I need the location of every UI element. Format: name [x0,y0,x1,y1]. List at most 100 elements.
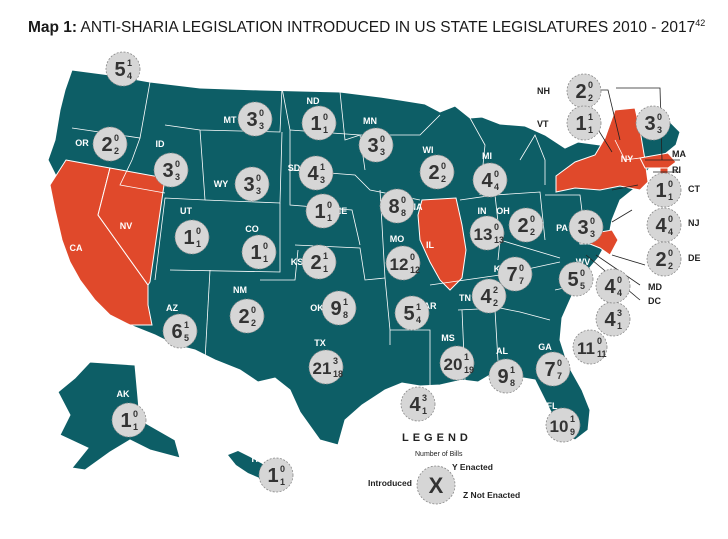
state-label-ok: OK [310,303,324,313]
badge-introduced: 4 [307,163,319,185]
badge-introduced: 4 [409,394,421,416]
map-title-text: ANTI-SHARIA LEGISLATION INTRODUCED IN US… [80,19,696,37]
state-shape-il [417,197,467,291]
badge-enacted: 0 [590,216,595,226]
state-label-al: AL [496,346,508,356]
state-badge-tx: 21 3 18 [308,349,344,385]
badge-introduced: 1 [655,180,666,202]
badge-introduced: 1 [183,227,194,249]
badge-not-enacted: 4 [617,288,622,298]
badge-circle [566,105,602,141]
badge-not-enacted: 2 [441,174,446,184]
state-badge-co: 1 01 [241,234,277,270]
badge-not-enacted: 1 [133,422,138,432]
badge-not-enacted: 3 [259,121,264,131]
badge-circle [646,207,682,243]
badge-circle [358,127,394,163]
state-label-ak: AK [117,389,130,399]
badge-circle [572,329,608,365]
state-badge-al: 9 1 8 [488,358,524,394]
mainland-us [47,69,681,446]
badge-not-enacted: 4 [127,71,132,81]
badge-introduced: 1 [310,113,321,135]
badge-not-enacted: 4 [668,227,673,237]
state-badge-vt: 1 11 [566,105,602,141]
state-badge-nh: 2 02 [566,73,602,109]
badge-enacted: 0 [617,275,622,285]
state-label-mi: MI [482,151,492,161]
legend-title: LEGEND [402,432,472,444]
badge-introduced: 12 [390,255,409,274]
badge-circle [105,51,141,87]
map-title: Map 1: ANTI-SHARIA LEGISLATION INTRODUCE… [28,18,705,37]
legend-badge: X [416,465,456,505]
badge-circle [488,358,524,394]
badge-introduced: 4 [604,276,616,298]
badge-circle [568,209,604,245]
badge-circle [595,268,631,304]
state-badge-wa: 5 1 4 [105,51,141,87]
badge-introduced: 2 [575,81,586,103]
badge-circle [535,351,571,387]
badge-circle [298,155,334,191]
badge-not-enacted: 1 [327,213,332,223]
state-badge-mo: 12 012 [385,245,421,281]
badge-enacted: 0 [657,112,662,122]
badge-introduced: 3 [162,160,173,182]
badge-enacted: 1 [570,414,575,424]
state-badge-mn: 3 03 [358,127,394,163]
badge-enacted: 0 [494,169,499,179]
badge-introduced: 5 [114,59,125,81]
state-badge-nd: 1 01 [301,105,337,141]
badge-introduced: 1 [250,242,261,264]
badge-introduced: 3 [243,174,254,196]
badge-circle [635,105,671,141]
badge-circle [545,407,581,443]
badge-introduced: 8 [388,196,399,218]
badge-not-enacted: 3 [657,125,662,135]
badge-not-enacted: 5 [184,333,189,343]
callout-label-ri: RI [672,165,681,175]
badge-circle [241,234,277,270]
state-labels: WA OR ID MT WY UT CO AZ NM ND SD NE KS OK TX MN IA MO AR LA… [70,63,655,464]
callout-label-ct: CT [688,184,700,194]
badge-introduced: 21 [313,359,332,378]
state-badges: 5 142 023 033 033 031 01 1 016 152 021 014 131 012 119… [92,51,682,493]
badge-enacted: 3 [422,393,427,403]
badge-not-enacted: 4 [416,315,421,325]
badge-introduced: 7 [506,264,517,286]
badge-not-enacted: 2 [588,93,593,103]
badge-enacted: 0 [588,80,593,90]
badge-introduced: 5 [567,269,578,291]
state-badge-de: 2 02 [646,241,682,277]
badge-enacted: 0 [668,214,673,224]
state-label-ne: NE [335,206,348,216]
badge-not-enacted: 7 [557,371,562,381]
badge-enacted: 0 [263,241,268,251]
badge-enacted: 1 [510,365,515,375]
state-badge-me: 3 03 [635,105,671,141]
badge-introduced: 1 [575,113,586,135]
badge-not-enacted: 1 [263,254,268,264]
state-label-co: CO [245,224,259,234]
state-badge-nc: 4 3 1 [595,301,631,337]
badge-circle [301,105,337,141]
callout-label-de: DE [688,253,701,263]
badge-circle [258,457,294,493]
badge-introduced: 1 [120,410,131,432]
state-borders [71,81,641,396]
state-label-wa: WA [89,63,104,73]
badge-not-enacted: 3 [256,186,261,196]
state-badge-wi: 2 02 [419,154,455,190]
state-badge-or: 2 02 [92,126,128,162]
state-badge-ga: 7 07 [535,351,571,387]
badge-circle [439,345,475,381]
badge-introduced: 13 [474,225,493,244]
badge-not-enacted: 2 [668,261,673,271]
badge-enacted: 3 [617,308,622,318]
state-label-az: AZ [166,303,178,313]
state-label-ca: CA [70,243,83,253]
state-label-mo: MO [390,234,405,244]
badge-not-enacted: 1 [196,239,201,249]
state-label-wi: WI [423,145,434,155]
